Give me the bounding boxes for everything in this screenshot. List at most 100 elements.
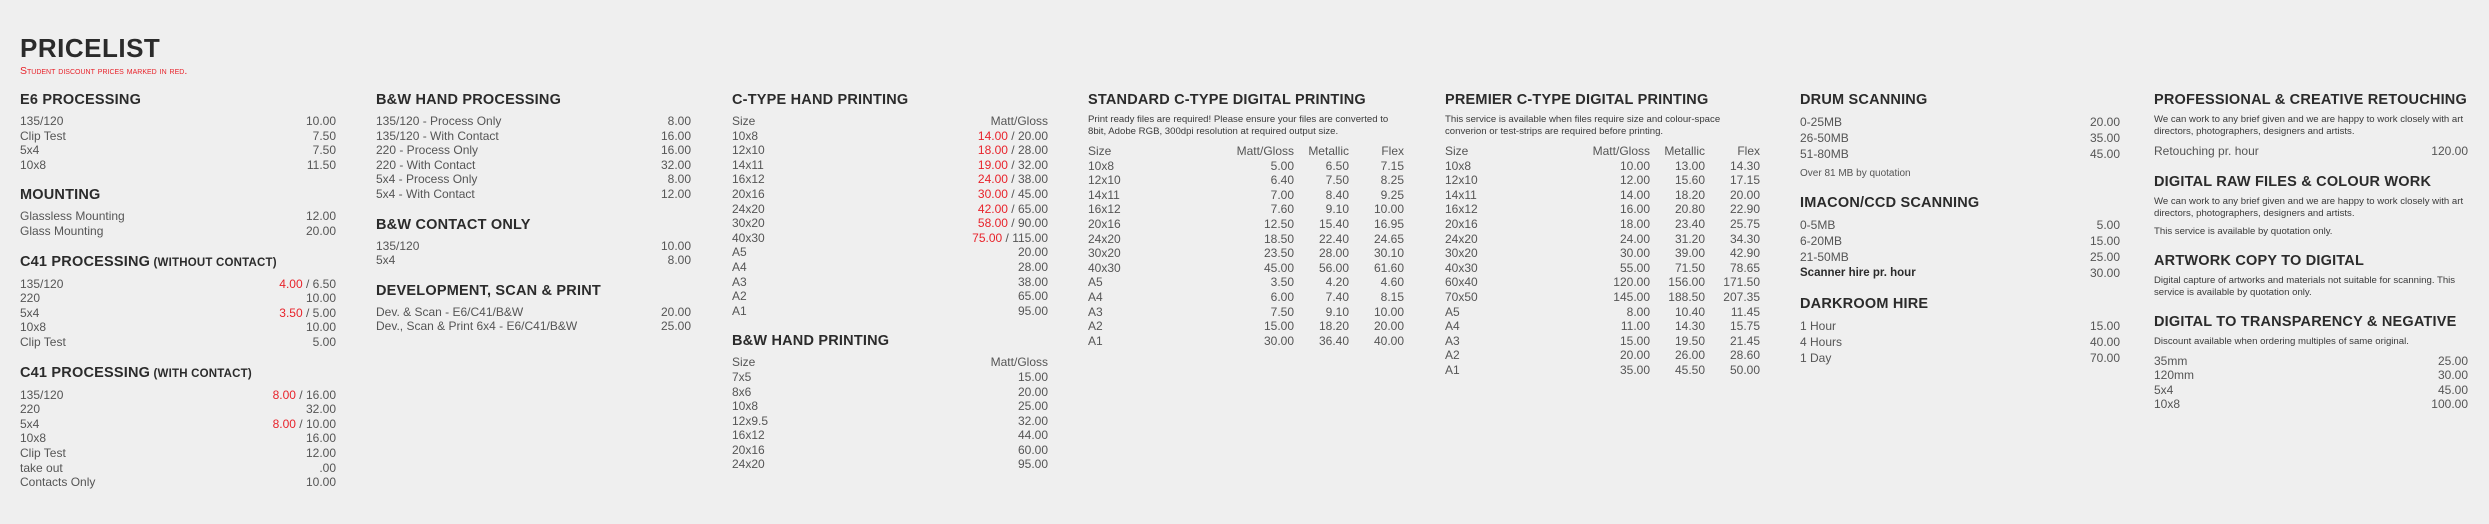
price-row: 5x4 8.00 / 10.00: [20, 417, 336, 432]
item-label: 5x4: [20, 416, 40, 431]
price-row: 8x6 20.00: [732, 385, 1048, 400]
item-price-cell: 16.00: [306, 431, 336, 446]
price-section: STANDARD C-TYPE DIGITAL PRINTING Print re…: [1088, 91, 1404, 348]
item-price: 15.40: [1318, 216, 1349, 231]
price-section: ARTWORK COPY TO DIGITAL Digital capture o…: [2154, 252, 2468, 299]
price-section: DEVELOPMENT, SCAN & PRINT Dev. & Scan - E…: [376, 282, 691, 334]
price-row: A2 65.00: [732, 289, 1048, 304]
item-price-cell: 4.00 / 6.50: [279, 277, 336, 292]
item-price-cell: 28.00: [1018, 260, 1048, 275]
item-price: 12.00: [305, 445, 336, 460]
item-label: 35mm: [2154, 353, 2188, 368]
item-price: 10.40: [1674, 304, 1705, 319]
price-row: 14x11 19.00 / 32.00: [732, 158, 1048, 173]
item-label: 30x20: [1088, 246, 1121, 261]
item-label: A4: [732, 259, 747, 274]
item-price-cell: 25.00: [1018, 399, 1048, 414]
item-price: 14.30: [1674, 319, 1705, 334]
item-price: 20.00: [1619, 348, 1650, 363]
item-price: 28.60: [1729, 348, 1760, 363]
price-separator: /: [1007, 186, 1018, 201]
item-price: 65.00: [1017, 201, 1048, 216]
price-separator: /: [1007, 157, 1018, 172]
column-header-row: Size Matt/Gloss Metallic Flex: [1445, 144, 1760, 159]
section-heading: C41 PROCESSING (WITHOUT CONTACT): [20, 253, 336, 272]
item-price: 5.00: [312, 334, 336, 349]
item-price: 16.00: [660, 143, 691, 158]
price-row: 10x8 100.00: [2154, 397, 2468, 412]
price-row: 21-50MB 25.00: [1800, 249, 2120, 265]
item-price-cell: 120.00: [2431, 144, 2468, 159]
column-header-row: Size Matt/Gloss Metallic Flex: [1088, 144, 1404, 159]
price-section: B&W CONTACT ONLY 135/120 10.00 5x4 8.00: [376, 216, 691, 268]
price-section: PREMIER C-TYPE DIGITAL PRINTING This serv…: [1445, 91, 1760, 378]
item-label: 12x10: [732, 143, 765, 158]
price-section: E6 PROCESSING 135/120 10.00 Clip Test 7.50 5x…: [20, 91, 336, 172]
price-row: 30x20 23.50 28.00 30.10: [1088, 246, 1404, 261]
price-row: 14x11 14.00 18.20 20.00: [1445, 188, 1760, 203]
item-price: 42.90: [1729, 246, 1760, 261]
item-price-cell: 8.00: [668, 172, 691, 187]
section-heading: IMACON/CCD SCANNING: [1800, 194, 2120, 212]
item-price-cell: 19.00 / 32.00: [978, 158, 1048, 173]
item-price: 3.50: [1270, 275, 1294, 290]
price-row: 120mm 30.00: [2154, 368, 2468, 383]
item-label: 1 Hour: [1800, 319, 1837, 333]
price-row: A3 38.00: [732, 275, 1048, 290]
price-row: Scanner hire pr. hour 30.00: [1800, 265, 2120, 281]
item-price-cell: 16.00: [661, 129, 691, 144]
item-price: 18.00: [1619, 216, 1650, 231]
item-price: 10.00: [1373, 304, 1404, 319]
price-row: 5x4 - With Contact 12.00: [376, 187, 691, 202]
item-label: A5: [1445, 304, 1460, 319]
price-row: 135/120 10.00: [20, 114, 336, 129]
item-price: 8.25: [1380, 173, 1404, 188]
item-label: 24x20: [732, 457, 765, 472]
item-price: 10.00: [305, 475, 336, 490]
item-price-cell: 15.00: [2090, 318, 2120, 334]
section-title: ARTWORK COPY TO DIGITAL: [2154, 252, 2365, 269]
item-price: 38.00: [1017, 172, 1048, 187]
item-price-cell: 12.00: [306, 209, 336, 224]
item-label: 6-20MB: [1800, 234, 1843, 248]
item-price-cell: 7.50: [313, 143, 336, 158]
price-section: IMACON/CCD SCANNING 0-5MB 5.00 6-20MB 15.00 2…: [1800, 194, 2120, 281]
item-price-cell: .00: [319, 461, 336, 476]
section-heading: DIGITAL RAW FILES & COLOUR WORK: [2154, 173, 2468, 191]
column-header: Flex: [1381, 144, 1404, 158]
item-price: 15.00: [1017, 369, 1048, 384]
item-price-cell: 24.00 / 38.00: [978, 172, 1048, 187]
student-price: 8.00: [272, 387, 296, 402]
item-price-cell: 16.00: [661, 143, 691, 158]
item-label: A2: [1445, 348, 1460, 363]
item-price: 7.50: [312, 143, 336, 158]
column-header: Metallic: [1664, 144, 1705, 158]
section-title: B&W HAND PROCESSING: [376, 92, 562, 108]
price-separator: /: [1007, 172, 1018, 187]
item-price: 10.00: [305, 416, 336, 431]
item-label: Clip Test: [20, 445, 66, 460]
item-price: 23.40: [1674, 216, 1705, 231]
price-row: 12x10 18.00 / 28.00: [732, 143, 1048, 158]
item-label: 5x4: [20, 305, 40, 320]
item-price: 45.00: [2089, 147, 2120, 161]
item-price: 156.00: [1668, 275, 1705, 290]
item-price: 32.00: [305, 402, 336, 417]
item-price: 78.65: [1729, 260, 1760, 275]
price-row: 5x4 3.50 / 5.00: [20, 306, 336, 321]
item-price: 8.00: [667, 114, 691, 128]
item-price-cell: 12.00: [661, 187, 691, 202]
item-price: .00: [319, 460, 336, 475]
section-heading: ARTWORK COPY TO DIGITAL: [2154, 252, 2468, 270]
item-price: 20.00: [1017, 245, 1048, 260]
item-label: A5: [1088, 275, 1103, 290]
item-label: 30x20: [1445, 246, 1478, 261]
price-row: 0-5MB 5.00: [1800, 217, 2120, 233]
item-price: 24.65: [1373, 231, 1404, 246]
item-price-cell: 25.00: [661, 319, 691, 334]
price-section: B&W HAND PRINTING Size Matt/Gloss 7x5 15.00 8…: [732, 332, 1048, 472]
item-price: 5.00: [312, 305, 336, 320]
price-row: 12x10 6.40 7.50 8.25: [1088, 173, 1404, 188]
price-column: PREMIER C-TYPE DIGITAL PRINTING This serv…: [1445, 91, 1760, 392]
section-note: Digital capture of artworks and material…: [2154, 274, 2456, 298]
